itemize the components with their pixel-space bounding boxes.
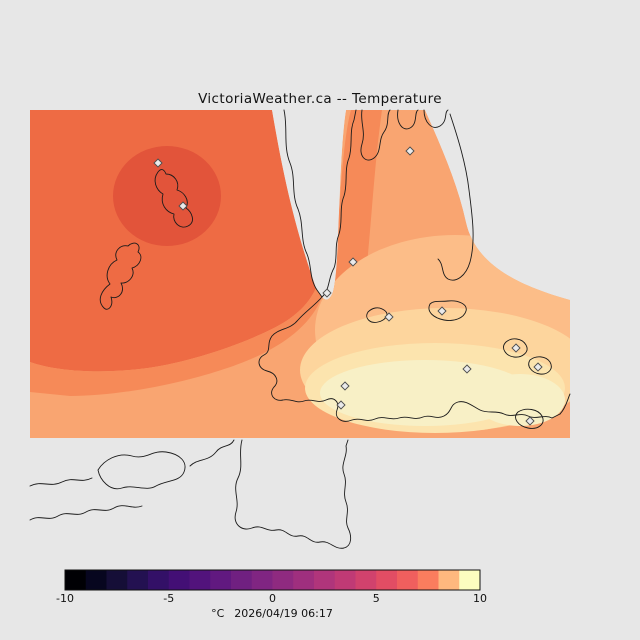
colorbar: -10 -5 0 5 10 <box>56 569 487 605</box>
coastline-northwest-island <box>154 169 193 228</box>
colorbar-cell <box>397 570 419 590</box>
colorbar-cell <box>106 570 128 590</box>
colorbar-tick-labels: -10 -5 0 5 10 <box>56 592 487 605</box>
coastline-peninsula-north-east <box>360 109 474 281</box>
station-marker-diamond <box>437 306 447 316</box>
colorbar-cell <box>85 570 107 590</box>
colorbar-cell <box>231 570 253 590</box>
colorbar-tick-label: 10 <box>473 592 487 605</box>
colorbar-cell <box>168 570 190 590</box>
station-markers <box>153 146 543 426</box>
colorbar-tick-label: 0 <box>269 592 276 605</box>
colorbar-tick-label: 5 <box>373 592 380 605</box>
band-3-4 <box>113 146 221 246</box>
units-label: °C <box>211 607 225 620</box>
map-title: VictoriaWeather.ca -- Temperature <box>198 91 442 107</box>
timestamp-label: 2026/04/19 06:17 <box>234 607 333 620</box>
station-marker-diamond <box>511 343 521 353</box>
coastline-right-edge <box>559 393 571 415</box>
colorbar-cells <box>65 570 481 590</box>
colorbar-cell <box>355 570 377 590</box>
station-marker-diamond <box>322 288 332 298</box>
station-marker-diamond <box>178 201 188 211</box>
colorbar-cell <box>272 570 294 590</box>
station-marker-diamond <box>405 146 415 156</box>
colorbar-tick-label: -5 <box>163 592 174 605</box>
station-marker-diamond <box>340 381 350 391</box>
colorbar-cell <box>459 570 481 590</box>
coastline-inlet-east-shore <box>321 109 357 298</box>
colorbar-cell <box>314 570 336 590</box>
colorbar-caption: °C 2026/04/19 06:17 <box>211 607 333 620</box>
station-marker-diamond <box>336 400 346 410</box>
colorbar-tick-label: -10 <box>56 592 74 605</box>
colorbar-cell <box>376 570 398 590</box>
band-10-east <box>475 374 565 426</box>
colorbar-cell <box>293 570 315 590</box>
station-marker-diamond <box>384 312 394 322</box>
coastline-lower-left <box>29 505 143 521</box>
colorbar-cell <box>251 570 273 590</box>
coastline-left-island-chain <box>99 242 142 310</box>
coastline-south-shore-and-lake <box>29 439 235 490</box>
coastline-east-islands <box>503 338 552 429</box>
colorbar-cell <box>438 570 460 590</box>
band-5-6-left <box>30 288 322 396</box>
colorbar-cell <box>127 570 149 590</box>
colorbar-cell <box>334 570 356 590</box>
colorbar-cell <box>148 570 170 590</box>
station-marker-diamond <box>153 158 163 168</box>
station-marker-diamond <box>533 362 543 372</box>
station-marker-diamond <box>462 364 472 374</box>
colorbar-cell <box>65 570 87 590</box>
colorbar-cell <box>417 570 439 590</box>
coastline-west-shore-south-coast <box>258 109 561 422</box>
station-marker-diamond <box>525 416 535 426</box>
colorbar-cell <box>189 570 211 590</box>
band-10 <box>320 360 530 426</box>
station-marker-diamond <box>348 257 358 267</box>
colorbar-cell <box>210 570 232 590</box>
coastline-southern-sound <box>234 439 352 549</box>
colorbar-frame <box>64 569 481 591</box>
